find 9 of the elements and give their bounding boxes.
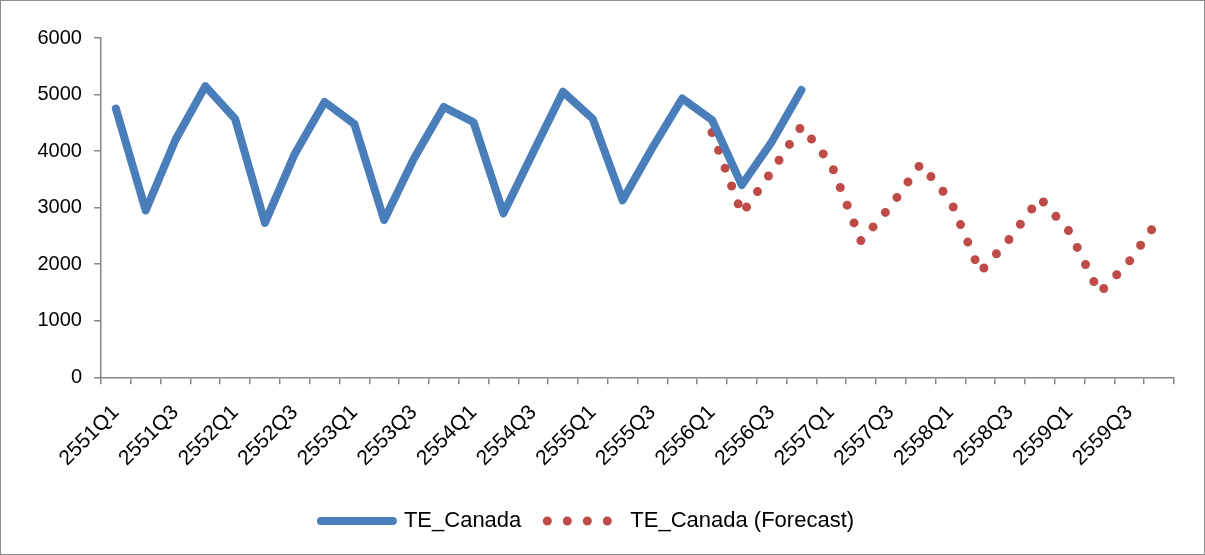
y-tick-label: 1000 xyxy=(37,308,82,331)
y-tick-label: 4000 xyxy=(37,138,82,161)
y-tick-label: 0 xyxy=(70,364,82,387)
y-tick-label: 6000 xyxy=(37,25,82,48)
y-tick-label: 5000 xyxy=(37,82,82,105)
legend-label: TE_Canada (Forecast) xyxy=(630,507,855,533)
y-tick-label: 3000 xyxy=(37,195,82,218)
legend-label: TE_Canada xyxy=(403,507,523,533)
y-tick-label: 2000 xyxy=(37,251,82,274)
